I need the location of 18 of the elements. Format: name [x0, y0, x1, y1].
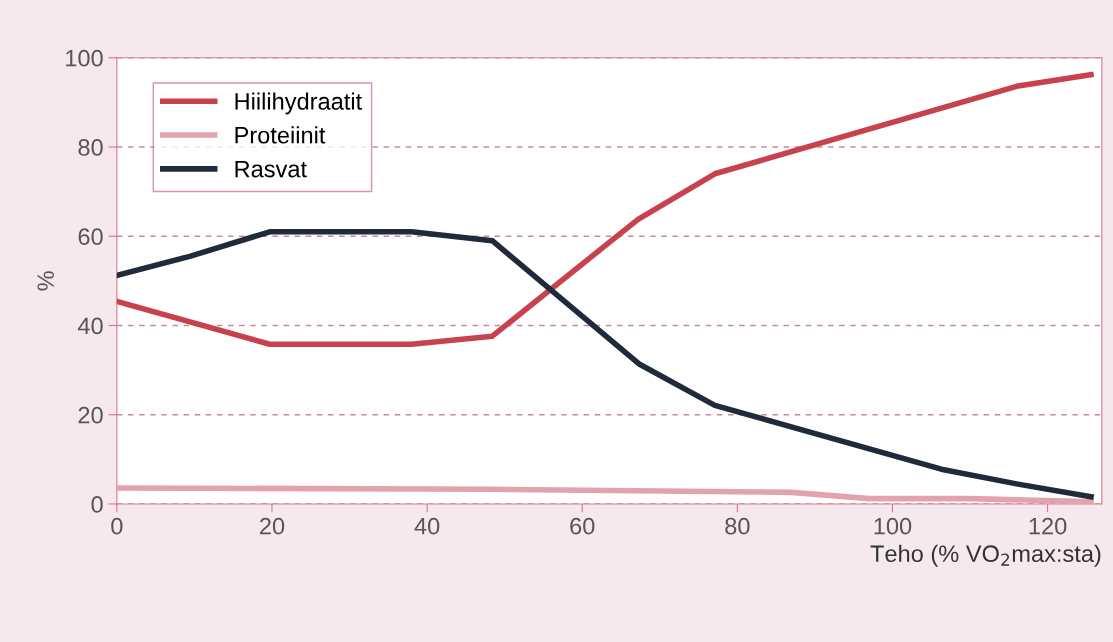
y-tick-label: 100 [66, 49, 103, 67]
x-tick-label: 40 [414, 517, 440, 535]
legend-label: Proteiinit [235, 126, 326, 144]
legend-label: Rasvat [235, 160, 307, 178]
y-tick-label: 60 [78, 228, 103, 246]
x-tick-label: 0 [111, 517, 123, 535]
x-tick-label: 100 [874, 517, 912, 535]
y-axis-title: % [37, 271, 54, 291]
y-tick-label: 0 [91, 496, 103, 513]
x-axis-title: Teho (% VO$_{2}$max:sta) [870, 544, 1101, 567]
y-tick-label: 80 [78, 139, 103, 156]
x-tick-label: 120 [1029, 517, 1067, 535]
legend-label: Hiilihydraatit [235, 92, 362, 115]
x-tick-label: 20 [260, 517, 285, 535]
x-tick-label: 60 [570, 517, 595, 535]
y-tick-label: 40 [77, 317, 103, 335]
x-tick-label: 80 [725, 517, 750, 535]
y-tick-label: 20 [78, 406, 103, 424]
